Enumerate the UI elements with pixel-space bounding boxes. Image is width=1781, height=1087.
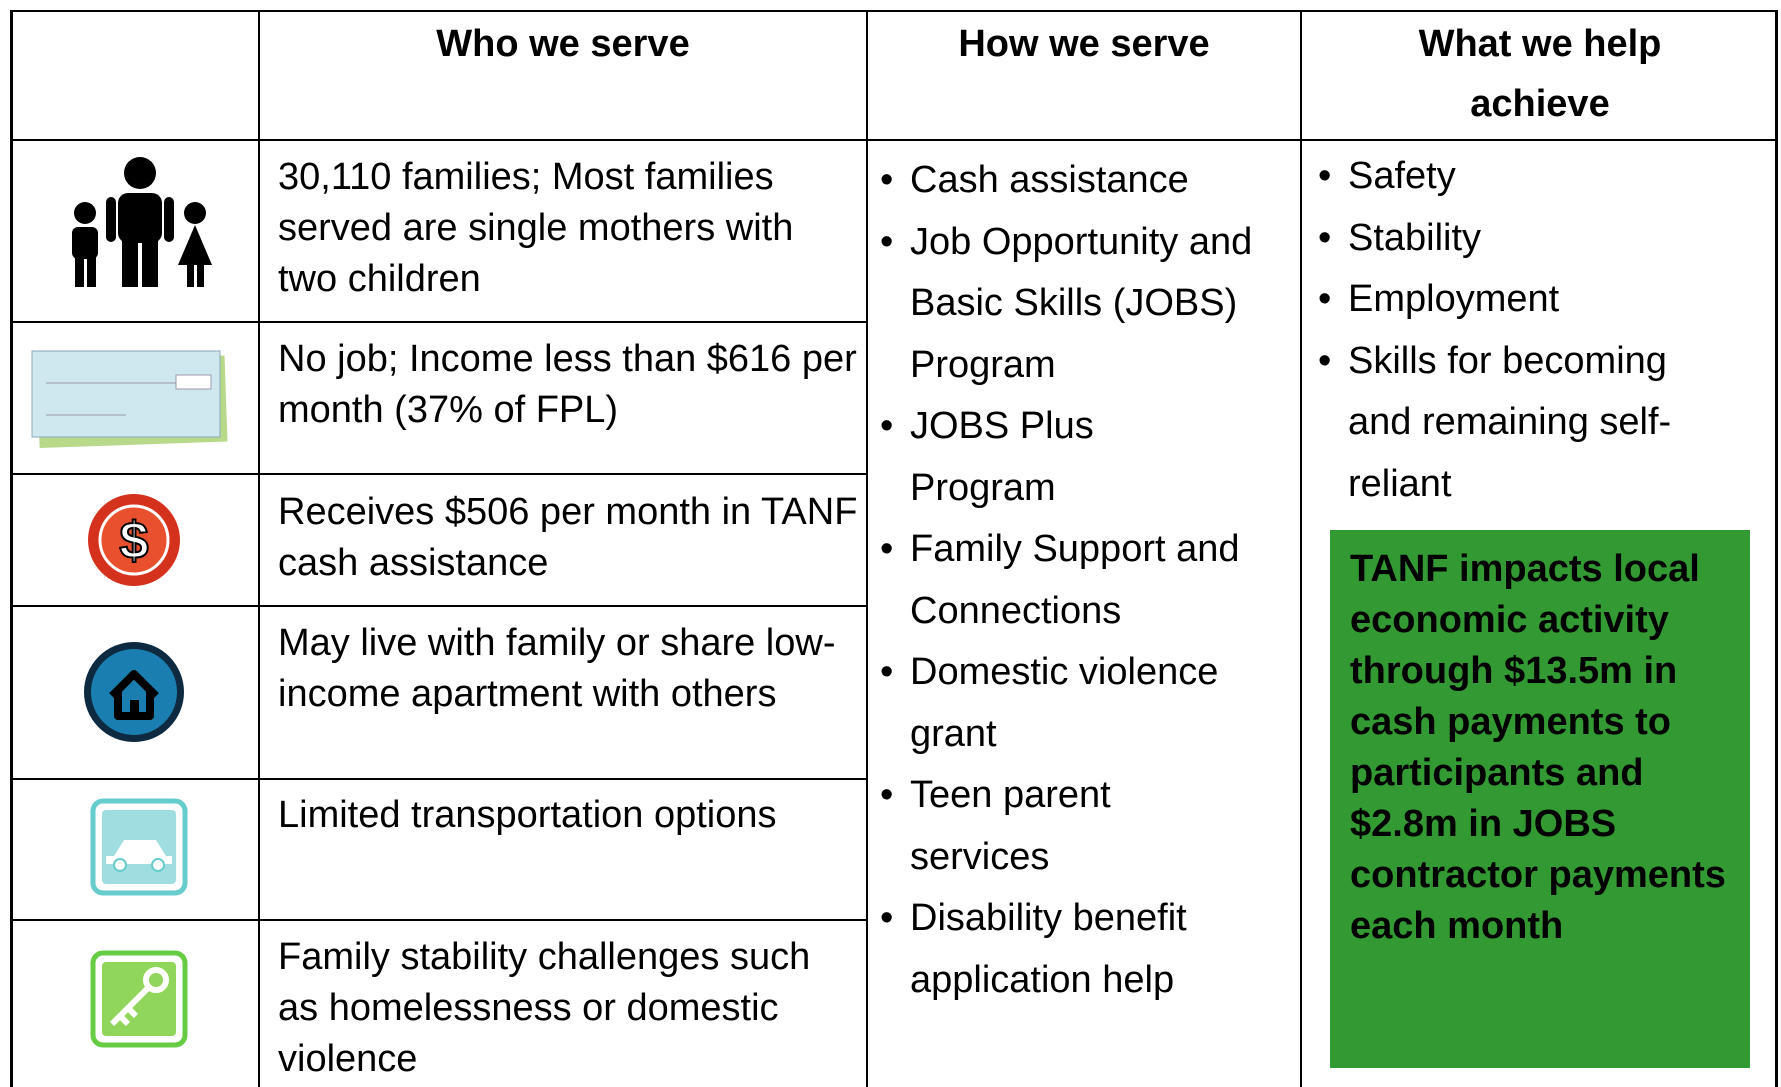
row-text: Family stability challenges such as home… (278, 936, 811, 1080)
row-text: Receives $506 per month in TANF cash ass… (278, 491, 858, 584)
car-icon (90, 798, 188, 896)
bullet: Cash assistance (880, 150, 1300, 212)
border (258, 10, 260, 1087)
key-icon (90, 950, 188, 1048)
svg-text:$: $ (120, 512, 149, 570)
border (10, 321, 868, 323)
callout-text: TANF impacts local economic activity thr… (1350, 548, 1726, 947)
border (1300, 10, 1302, 1087)
row-text: Limited transportation options (278, 794, 777, 836)
bullet: Safety (1318, 146, 1718, 208)
border (10, 473, 868, 475)
border (866, 10, 868, 1087)
bullet: Domestic violence grant (880, 642, 1310, 765)
callout: TANF impacts local economic activity thr… (1330, 530, 1750, 1068)
home-icon (84, 642, 184, 742)
bullet: JOBS Plus Program (880, 396, 1170, 519)
row-text: 30,110 families; Most families served ar… (278, 156, 794, 300)
header: How we serve (958, 23, 1210, 65)
row-text: May live with family or share low-income… (278, 622, 836, 715)
border (10, 919, 868, 921)
border (10, 778, 868, 780)
border (10, 10, 13, 1087)
header: Who we serve (436, 23, 690, 65)
achieve-list: Safety Stability Employment Skills for b… (1318, 146, 1718, 515)
bullet: Job Opportunity and Basic Skills (JOBS) … (880, 212, 1300, 397)
bullet: Teen parent services (880, 765, 1210, 888)
row-text: No job; Income less than $616 per month … (278, 338, 857, 431)
header: What we help achieve (1418, 23, 1662, 125)
bullet: Employment (1318, 269, 1718, 331)
border (10, 605, 868, 607)
bullet: Disability benefit application help (880, 888, 1270, 1011)
bullet: Skills for becoming and remaining self-r… (1318, 331, 1738, 516)
border (1775, 10, 1778, 1087)
bullet: Stability (1318, 208, 1718, 270)
bullet: Family Support and Connections (880, 519, 1300, 642)
family-icon (72, 157, 212, 287)
check-icon (31, 350, 228, 449)
how-list: Cash assistance Job Opportunity and Basi… (880, 150, 1300, 1011)
border (10, 139, 1778, 141)
border (10, 10, 1778, 12)
dollar-icon: $ (88, 494, 180, 586)
